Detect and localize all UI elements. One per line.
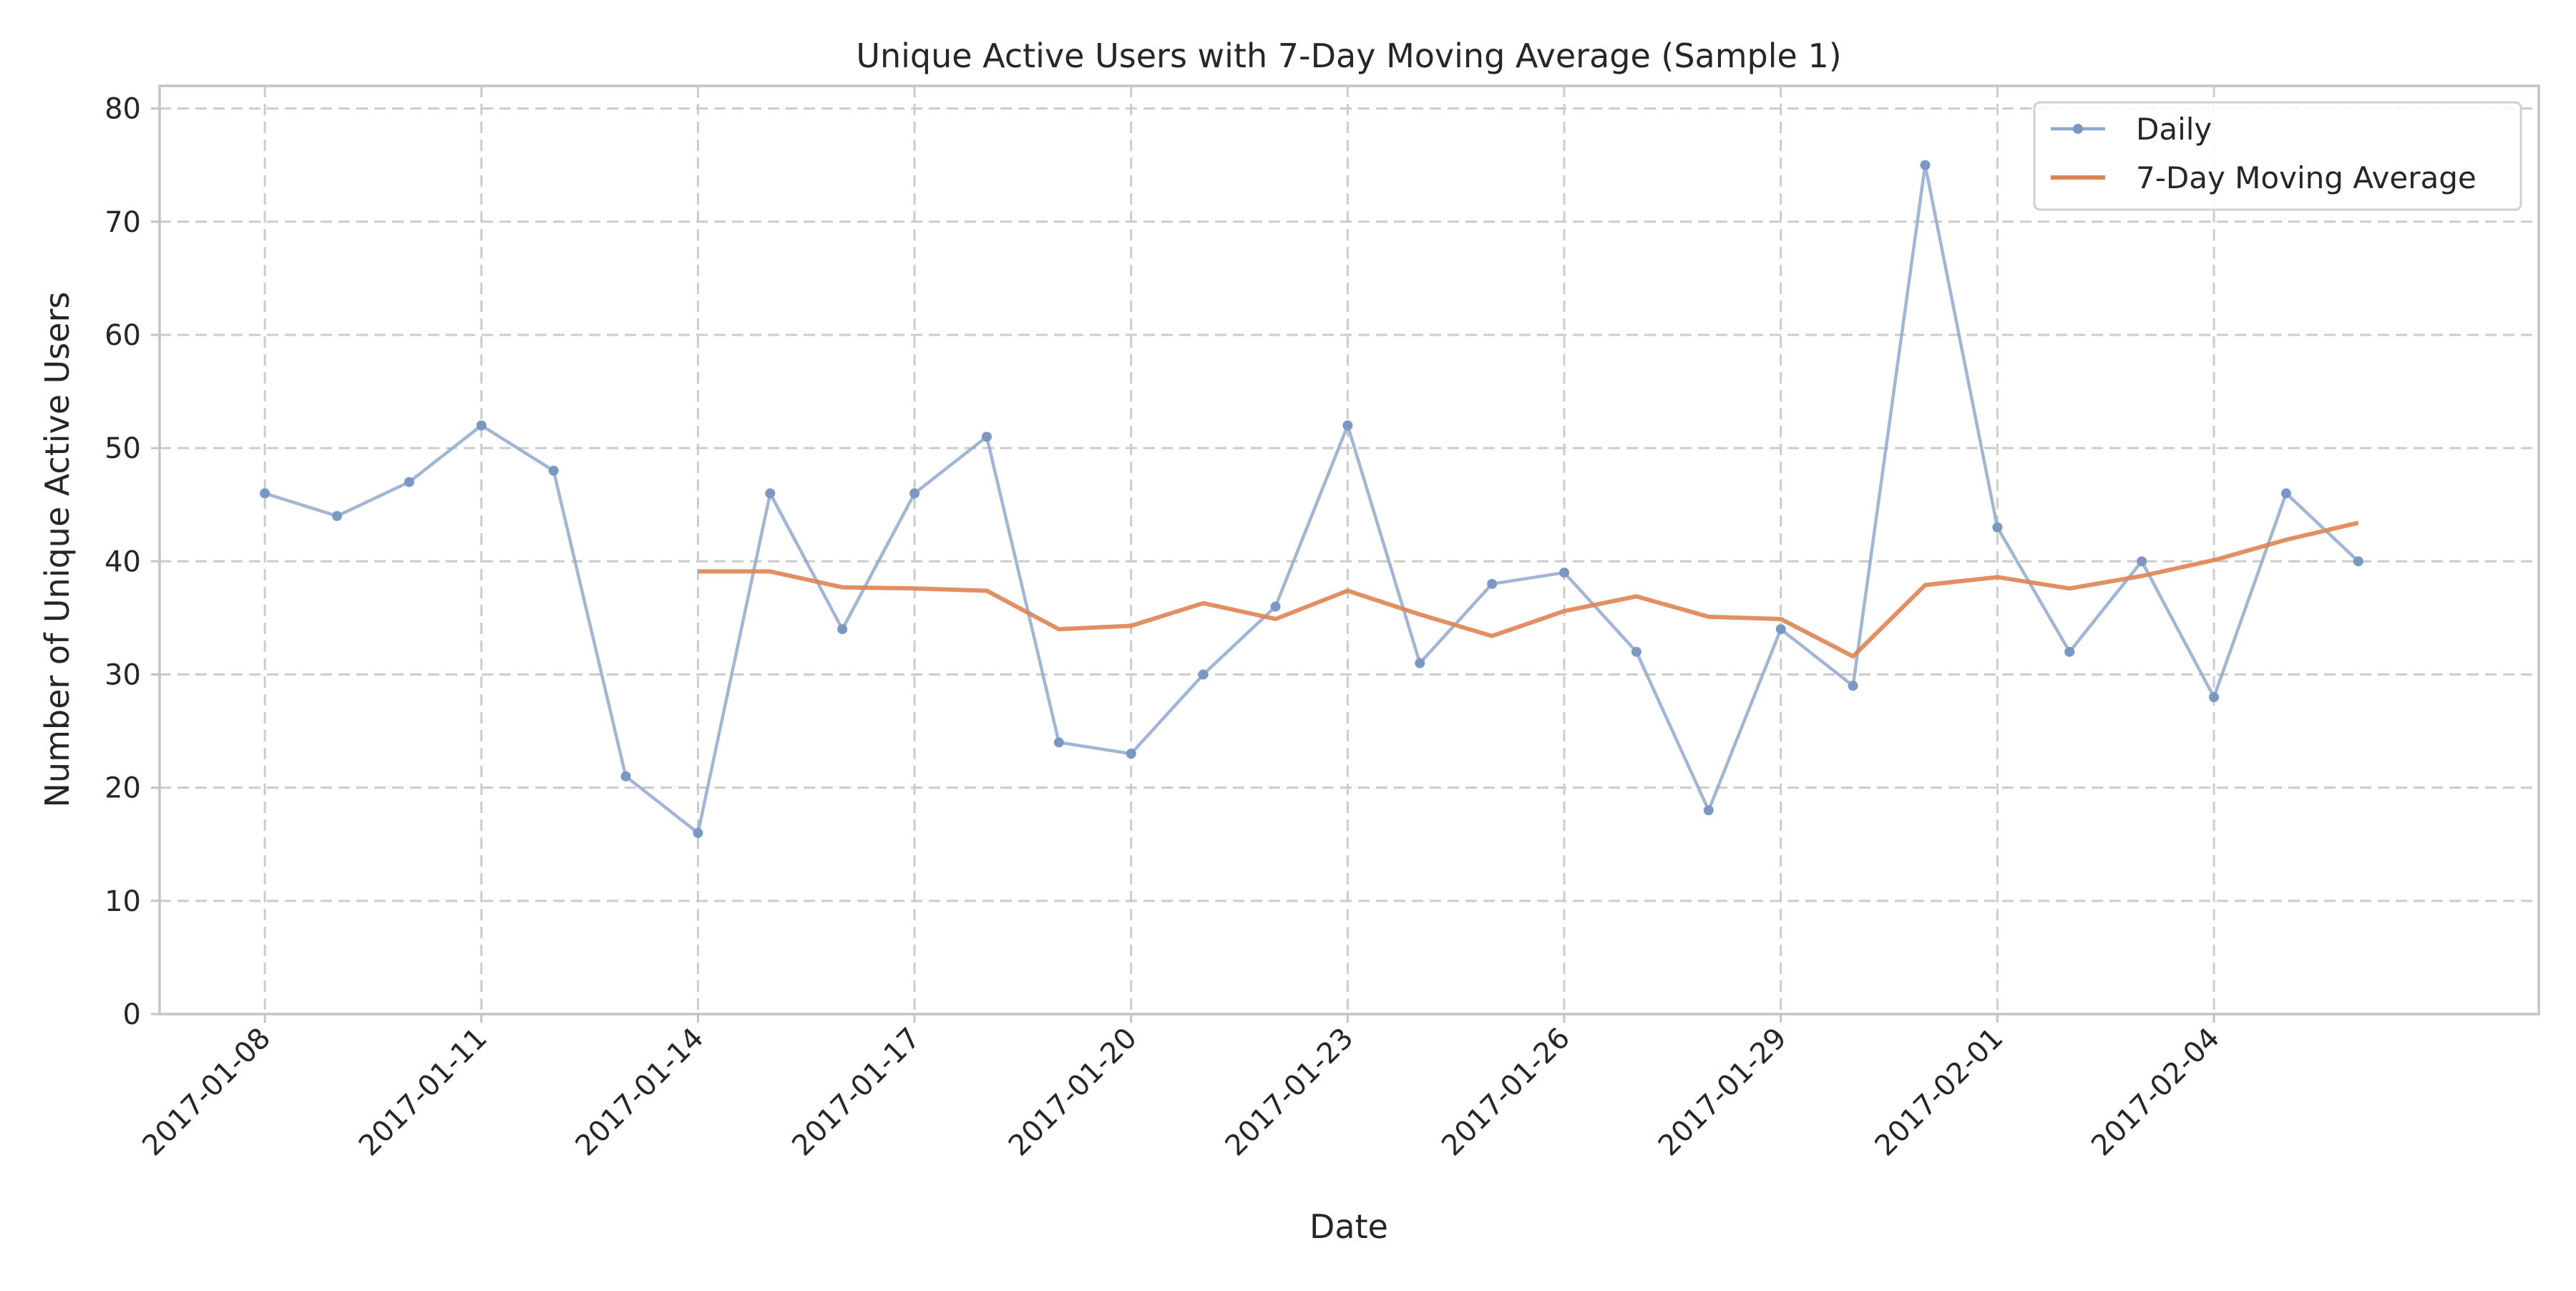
x-tick-label: 2017-01-29 bbox=[1652, 1022, 1793, 1163]
data-point bbox=[1415, 658, 1425, 668]
data-point bbox=[1775, 624, 1786, 635]
y-tick-label: 0 bbox=[123, 998, 141, 1031]
y-tick-label: 30 bbox=[104, 658, 141, 691]
y-tick-label: 40 bbox=[104, 545, 141, 578]
y-tick-label: 60 bbox=[104, 319, 141, 352]
data-point bbox=[476, 420, 487, 431]
series-daily bbox=[260, 160, 2363, 838]
series-group bbox=[260, 160, 2363, 838]
y-axis-label: Number of Unique Active Users bbox=[38, 292, 77, 808]
data-point bbox=[620, 771, 631, 781]
data-point bbox=[981, 432, 992, 442]
grid bbox=[160, 86, 2539, 1015]
x-tick-label: 2017-01-08 bbox=[136, 1022, 277, 1163]
data-point bbox=[1198, 669, 1209, 680]
data-point bbox=[1631, 646, 1641, 657]
series-line-daily bbox=[264, 163, 2360, 835]
data-point bbox=[2064, 646, 2075, 657]
y-axis-ticks: 0 10 20 30 40 50 60 70 80 bbox=[104, 93, 160, 1031]
data-point bbox=[2137, 556, 2147, 567]
x-tick-label: 2017-01-23 bbox=[1219, 1022, 1360, 1163]
data-point bbox=[548, 465, 559, 476]
data-point bbox=[1053, 737, 1064, 748]
data-point bbox=[332, 511, 343, 522]
x-tick-label: 2017-01-14 bbox=[570, 1022, 711, 1163]
data-point bbox=[2280, 488, 2291, 499]
x-tick-label: 2017-01-20 bbox=[1002, 1022, 1143, 1163]
y-tick-label: 50 bbox=[104, 432, 141, 465]
y-tick-label: 10 bbox=[104, 885, 141, 918]
x-tick-label: 2017-02-04 bbox=[2085, 1022, 2226, 1163]
data-point bbox=[1703, 805, 1714, 816]
series-7-day-moving-average bbox=[698, 520, 2359, 659]
data-point bbox=[2209, 692, 2220, 703]
data-point bbox=[260, 488, 270, 499]
data-point bbox=[1848, 681, 1858, 691]
legend-label-daily: Daily bbox=[2136, 112, 2212, 147]
x-tick-label: 2017-01-26 bbox=[1435, 1022, 1576, 1163]
legend-box bbox=[2033, 101, 2522, 211]
data-point bbox=[909, 488, 920, 499]
data-point bbox=[1487, 578, 1498, 589]
data-point bbox=[1270, 601, 1281, 612]
legend-label-moving-average: 7-Day Moving Average bbox=[2136, 160, 2477, 195]
legend: Daily 7-Day Moving Average bbox=[2033, 101, 2522, 211]
data-point bbox=[1342, 420, 1353, 431]
x-axis-ticks: 2017-01-08 2017-01-11 2017-01-14 2017-01-17… bbox=[136, 1014, 2226, 1162]
data-point bbox=[1992, 522, 2003, 532]
x-axis-label: Date bbox=[1309, 1207, 1388, 1246]
x-tick-label: 2017-01-11 bbox=[353, 1022, 494, 1163]
x-tick-label: 2017-02-01 bbox=[1869, 1022, 2010, 1163]
data-point bbox=[1559, 567, 1570, 578]
data-point bbox=[1126, 749, 1136, 759]
data-point bbox=[837, 624, 848, 635]
data-point bbox=[1920, 160, 1931, 170]
data-point bbox=[693, 827, 703, 838]
y-tick-label: 80 bbox=[104, 93, 141, 126]
plot-frame bbox=[158, 84, 2540, 1015]
series-line-7-day-moving-average bbox=[698, 520, 2359, 659]
data-point bbox=[404, 477, 414, 487]
data-point bbox=[765, 488, 776, 499]
x-tick-label: 2017-01-17 bbox=[786, 1022, 927, 1163]
y-tick-label: 20 bbox=[104, 772, 141, 805]
y-tick-label: 70 bbox=[104, 206, 141, 239]
chart-title: Unique Active Users with 7-Day Moving Av… bbox=[856, 36, 1841, 75]
legend-marker-daily bbox=[2073, 124, 2083, 134]
data-point bbox=[2353, 556, 2363, 567]
